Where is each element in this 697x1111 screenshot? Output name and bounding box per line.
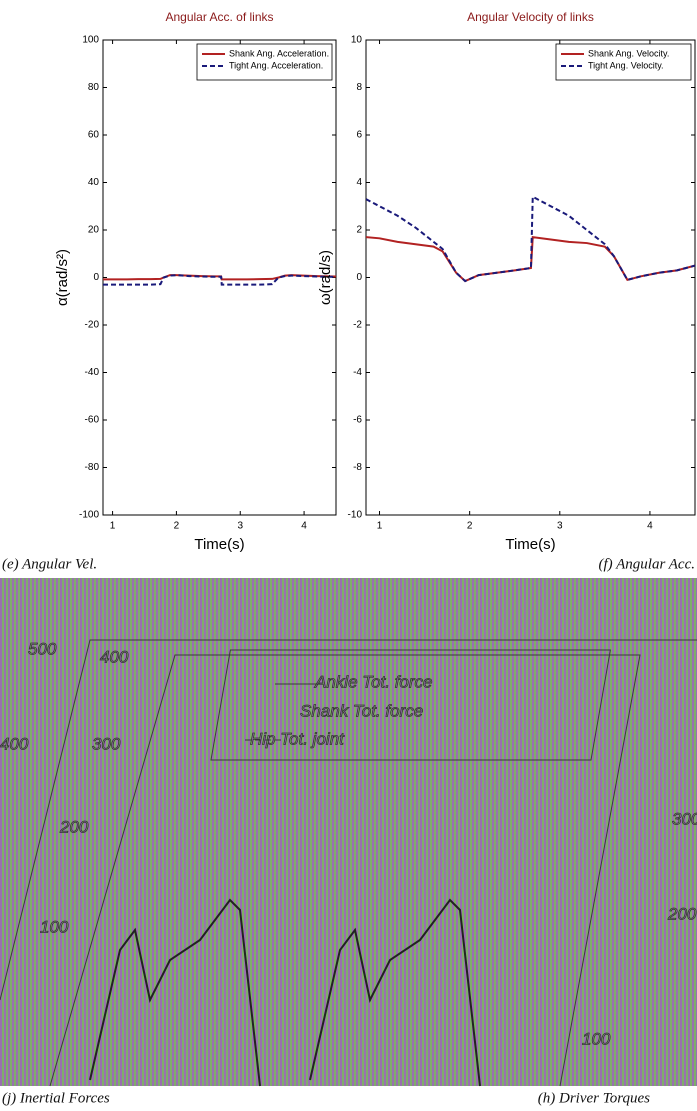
distorted-label: 300: [672, 809, 697, 828]
x-axis-label: Time(s): [194, 536, 244, 553]
y-tick-label: -10: [348, 510, 363, 521]
y-tick-label: 40: [88, 177, 100, 188]
distorted-label: Ankle Tot. force: [314, 672, 433, 691]
x-axis-label: Time(s): [505, 536, 555, 553]
y-tick-label: 20: [88, 225, 100, 236]
distorted-label: Hip Tot. joint: [250, 729, 345, 748]
x-tick-label: 3: [557, 521, 563, 532]
caption: (e) Angular Vel.: [2, 556, 97, 572]
y-tick-label: 0: [356, 272, 362, 283]
distorted-label: 500: [28, 639, 57, 658]
y-tick-label: 6: [356, 130, 362, 141]
y-tick-label: -100: [79, 510, 99, 521]
legend-label: Tight Ang. Acceleration.: [229, 60, 323, 70]
y-tick-label: 8: [356, 82, 362, 93]
distorted-frames: [0, 639, 697, 1087]
legend-box: [196, 43, 333, 81]
y-tick-label: -20: [85, 320, 100, 331]
distorted-label: 400: [0, 734, 29, 753]
y-tick-label: -2: [353, 320, 362, 331]
y-axis-label: α(rad/s²): [54, 249, 71, 306]
distorted-label: 100: [582, 1029, 611, 1048]
y-tick-label: 60: [88, 130, 100, 141]
chart-title: Angular Acc. of links: [165, 10, 273, 24]
distorted-label: 100: [40, 917, 69, 936]
chart-title: Angular Velocity of links: [467, 10, 594, 24]
x-tick-label: 2: [174, 521, 180, 532]
distorted-label: 200: [59, 817, 89, 836]
y-tick-label: 2: [356, 225, 362, 236]
distorted-label: Shank Tot. force: [300, 701, 423, 720]
y-tick-label: -4: [353, 367, 362, 378]
plot-area: [365, 39, 696, 516]
legend-label: Shank Ang. Acceleration.: [229, 48, 329, 58]
x-tick-label: 4: [647, 521, 653, 532]
legend-label: Tight Ang. Velocity.: [588, 60, 664, 70]
x-tick-label: 1: [377, 521, 383, 532]
x-tick-label: 3: [237, 521, 243, 532]
y-tick-label: -8: [353, 462, 362, 473]
x-tick-label: 1: [110, 521, 116, 532]
y-tick-label: 100: [82, 35, 99, 46]
data-line: [103, 274, 336, 286]
caption: (f) Angular Acc.: [598, 556, 695, 572]
y-tick-label: 10: [351, 35, 363, 46]
legend-box: [555, 43, 692, 81]
x-tick-label: 2: [467, 521, 473, 532]
caption: (j) Inertial Forces: [2, 1090, 110, 1106]
y-tick-label: 0: [93, 272, 99, 283]
y-tick-label: 4: [356, 177, 362, 188]
distorted-label: 200: [667, 904, 697, 923]
y-axis-label: ω(rad/s): [317, 250, 334, 305]
y-tick-label: -40: [85, 367, 100, 378]
y-tick-label: -6: [353, 415, 362, 426]
y-tick-label: -80: [85, 462, 100, 473]
x-tick-label: 4: [301, 521, 307, 532]
distorted-image: [0, 578, 697, 1086]
y-tick-label: 80: [88, 82, 100, 93]
distorted-label: 400: [100, 647, 129, 666]
distorted-label: 300: [92, 734, 121, 753]
caption: (h) Driver Torques: [538, 1090, 650, 1106]
data-line: [366, 195, 695, 283]
y-tick-label: -60: [85, 415, 100, 426]
legend-label: Shank Ang. Velocity.: [588, 48, 669, 58]
